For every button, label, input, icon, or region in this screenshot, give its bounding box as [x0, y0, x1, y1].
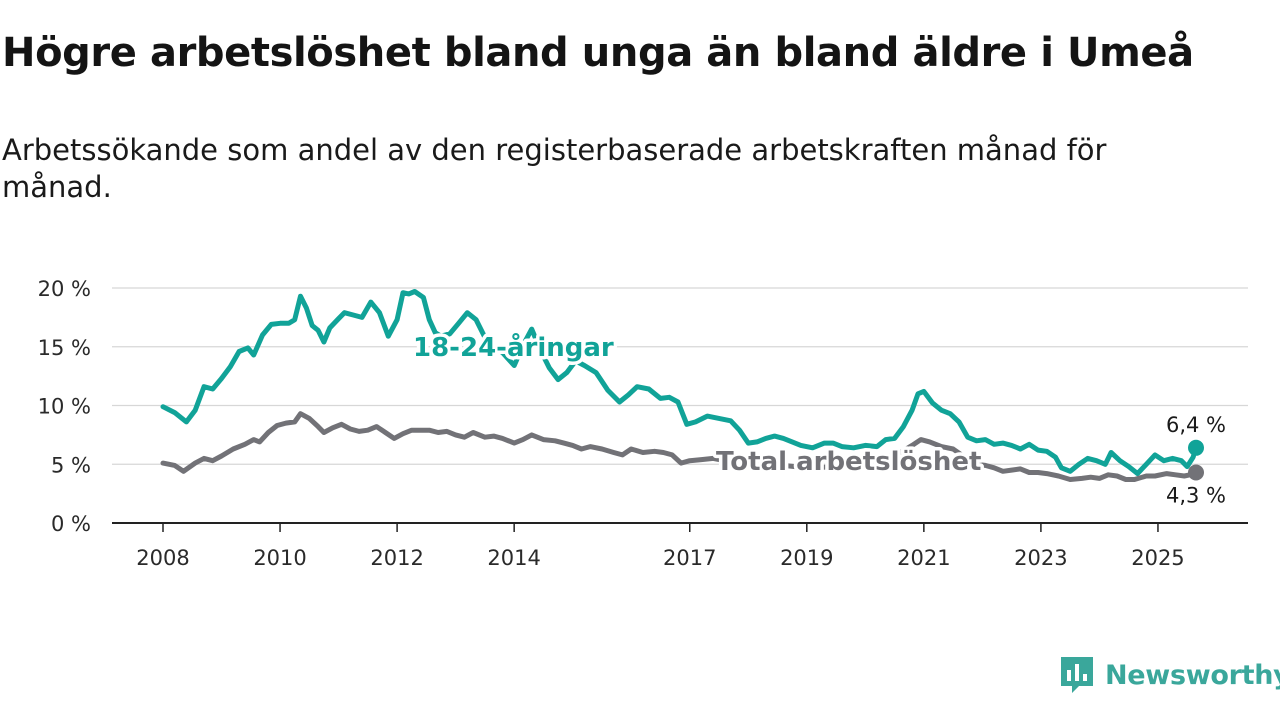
x-tick-label: 2025	[1131, 546, 1184, 570]
series-line-2	[160, 411, 1199, 482]
series-labels: 18-24-åringar Total arbetslöshet	[410, 328, 985, 481]
x-tick-label: 2021	[897, 546, 950, 570]
page-subtitle: Arbetssökande som andel av den registerb…	[2, 133, 1107, 204]
x-tick-label: 2014	[487, 546, 540, 570]
x-tick-label: 2019	[780, 546, 833, 570]
y-tick-label: 5 %	[51, 453, 91, 477]
newsworthy-logo: Newsworthy	[1059, 654, 1280, 696]
end-markers: 6,4 % 4,3 %	[1166, 413, 1226, 508]
series-label: Total arbetslöshet	[716, 447, 981, 477]
bar-chart-speech-icon	[1061, 657, 1093, 693]
end-point-marker	[1188, 464, 1204, 481]
y-tick-label: 20 %	[38, 277, 91, 301]
x-tick-label: 2017	[663, 546, 716, 570]
series-line-1	[160, 289, 1199, 477]
page-title: Högre arbetslöshet bland unga än bland ä…	[2, 30, 1194, 76]
end-point-marker	[1188, 439, 1204, 456]
grid-lines	[112, 287, 1248, 465]
brand-name: Newsworthy	[1105, 659, 1280, 691]
y-tick-label: 15 %	[38, 336, 91, 360]
y-tick-label: 0 %	[51, 512, 91, 536]
x-tick-label: 2023	[1014, 546, 1067, 570]
x-tick-label: 2008	[136, 546, 189, 570]
y-tick-label: 10 %	[38, 395, 91, 419]
x-tick-label: 2010	[253, 546, 306, 570]
series-lines	[160, 289, 1199, 482]
end-value-label: 6,4 %	[1166, 413, 1226, 437]
y-axis-ticks: 0 % 5 % 10 % 15 % 20 %	[38, 277, 91, 536]
x-tick-label: 2012	[370, 546, 423, 570]
series-label: 18-24-åringar	[413, 331, 614, 363]
x-axis: 2008 2010 2012 2014 2017 2019 2021 2023 2025	[112, 522, 1248, 570]
end-value-label: 4,3 %	[1166, 483, 1226, 507]
